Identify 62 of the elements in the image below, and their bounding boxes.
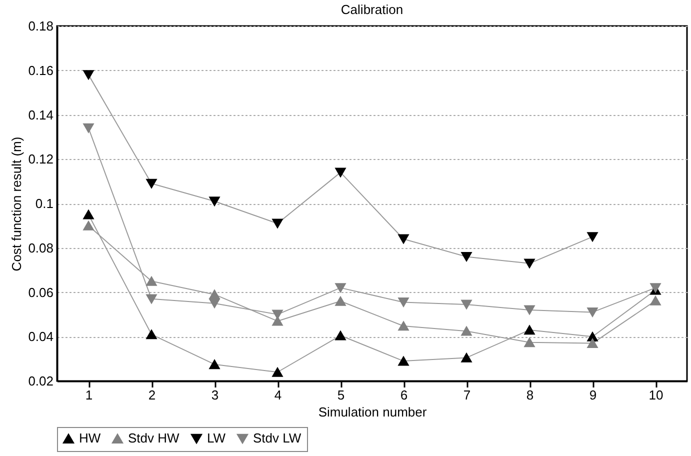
y-tick-label: 0.06: [28, 284, 54, 300]
x-tick-label: 4: [274, 388, 282, 402]
legend-label: Stdv LW: [253, 430, 302, 446]
point: [83, 220, 94, 230]
y-tick-label: 0.12: [28, 152, 54, 167]
x-tick-label: 10: [648, 388, 664, 402]
point: [587, 338, 598, 348]
point: [146, 178, 157, 188]
point: [524, 325, 535, 335]
point: [146, 330, 157, 340]
x-tick-label: 7: [463, 388, 471, 402]
point: [524, 258, 535, 268]
y-tick-label: 0.14: [28, 107, 54, 122]
point: [461, 300, 472, 310]
point: [209, 196, 220, 206]
y-tick-label: 0.04: [28, 329, 54, 344]
y-tick-label: 0.08: [28, 240, 54, 256]
point: [335, 283, 346, 293]
x-tick-label: 3: [211, 388, 219, 402]
chart-title: Calibration: [340, 2, 404, 17]
x-tick-label: 2: [148, 388, 156, 402]
point: [335, 296, 346, 306]
x-tick-label: 5: [337, 388, 345, 402]
point: [398, 321, 409, 331]
point: [461, 326, 472, 336]
point: [398, 298, 409, 307]
point: [83, 210, 94, 220]
legend-label: Stdv HW: [128, 430, 180, 446]
point: [83, 123, 94, 133]
x-tick-label: 9: [589, 388, 597, 402]
y-axis-title: Cost function result (m): [9, 136, 24, 272]
point: [524, 338, 535, 348]
point: [209, 298, 220, 308]
point: [209, 290, 220, 300]
legend-label: HW: [79, 430, 102, 446]
point: [272, 316, 283, 326]
y-tick-label: 0.02: [28, 374, 54, 388]
point: [524, 305, 535, 315]
x-axis-title: Simulation number: [318, 404, 428, 420]
point: [272, 310, 283, 320]
point: [272, 367, 283, 377]
point: [146, 276, 157, 286]
x-tick-label: 1: [85, 388, 93, 402]
point: [83, 70, 94, 80]
point: [209, 360, 220, 370]
point: [398, 234, 409, 244]
point: [272, 218, 283, 228]
point: [461, 352, 472, 362]
point: [587, 308, 598, 317]
point: [398, 356, 409, 366]
point: [146, 294, 157, 304]
y-tick-label: 0.1: [35, 196, 54, 211]
point: [650, 296, 661, 306]
legend-label: LW: [207, 430, 226, 446]
point: [461, 252, 472, 262]
point: [335, 330, 346, 340]
y-tick-label: 0.18: [28, 18, 54, 34]
y-tick-label: 0.16: [28, 62, 54, 78]
point: [587, 232, 598, 242]
point: [335, 168, 346, 178]
x-tick-label: 8: [526, 388, 534, 402]
x-tick-label: 6: [400, 388, 408, 402]
